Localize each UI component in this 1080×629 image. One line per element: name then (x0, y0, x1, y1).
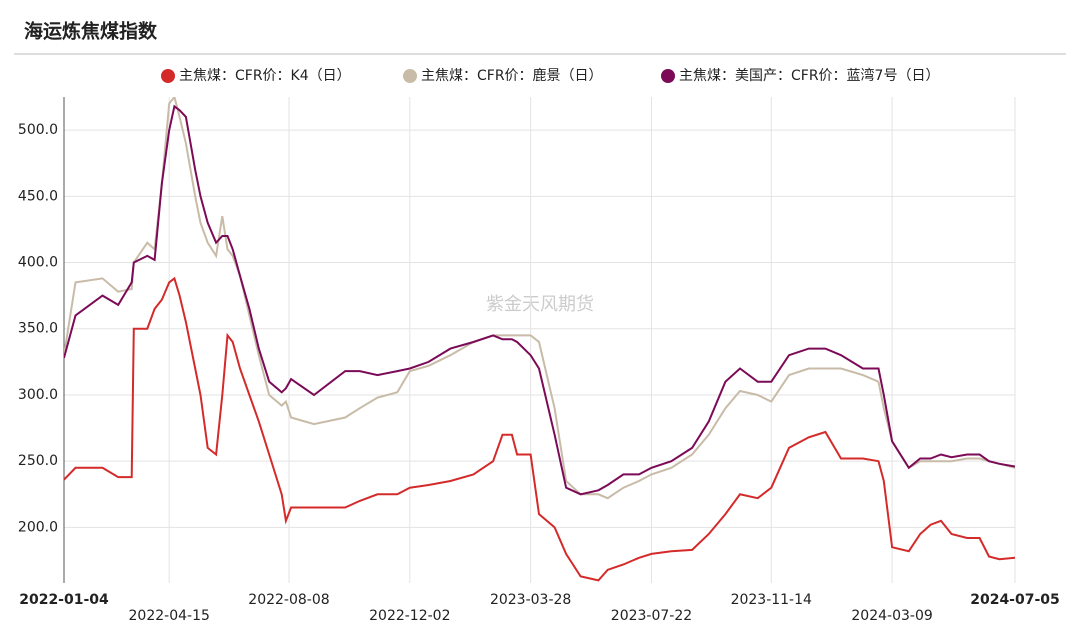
chart-title: 海运炼焦煤指数 (24, 20, 158, 43)
y-tick-label: 400.0 (18, 255, 58, 271)
y-tick-label: 200.0 (18, 519, 58, 535)
x-tick-label: 2022-12-02 (369, 608, 450, 624)
x-tick-label: 2023-07-22 (611, 608, 692, 624)
y-tick-label: 350.0 (18, 321, 58, 337)
legend-label: 主焦煤：美国产：CFR价：蓝湾7号（日） (679, 67, 939, 84)
legend-marker (403, 69, 417, 83)
x-tick-label: 2022-04-15 (129, 608, 210, 624)
y-tick-label: 300.0 (18, 387, 58, 403)
legend-label: 主焦煤：CFR价：K4（日） (179, 68, 351, 84)
watermark: 紫金天风期货 (486, 294, 594, 315)
x-tick-label: 2022-08-08 (248, 592, 329, 608)
x-tick-label: 2022-01-04 (19, 592, 109, 608)
series-line (64, 104, 1015, 496)
x-tick-label: 2024-07-05 (970, 592, 1060, 608)
legend-label: 主焦煤：CFR价：鹿景（日） (421, 67, 603, 84)
x-tick-label: 2023-11-14 (731, 592, 812, 608)
series-line (64, 276, 1015, 582)
x-tick-label: 2023-03-28 (490, 592, 571, 608)
y-tick-label: 250.0 (18, 453, 58, 469)
x-tick-label: 2024-03-09 (851, 608, 932, 624)
y-tick-label: 500.0 (18, 122, 58, 138)
legend-marker (161, 69, 175, 83)
series-line (64, 97, 1015, 500)
y-tick-label: 450.0 (18, 188, 58, 204)
legend-marker (661, 69, 675, 83)
